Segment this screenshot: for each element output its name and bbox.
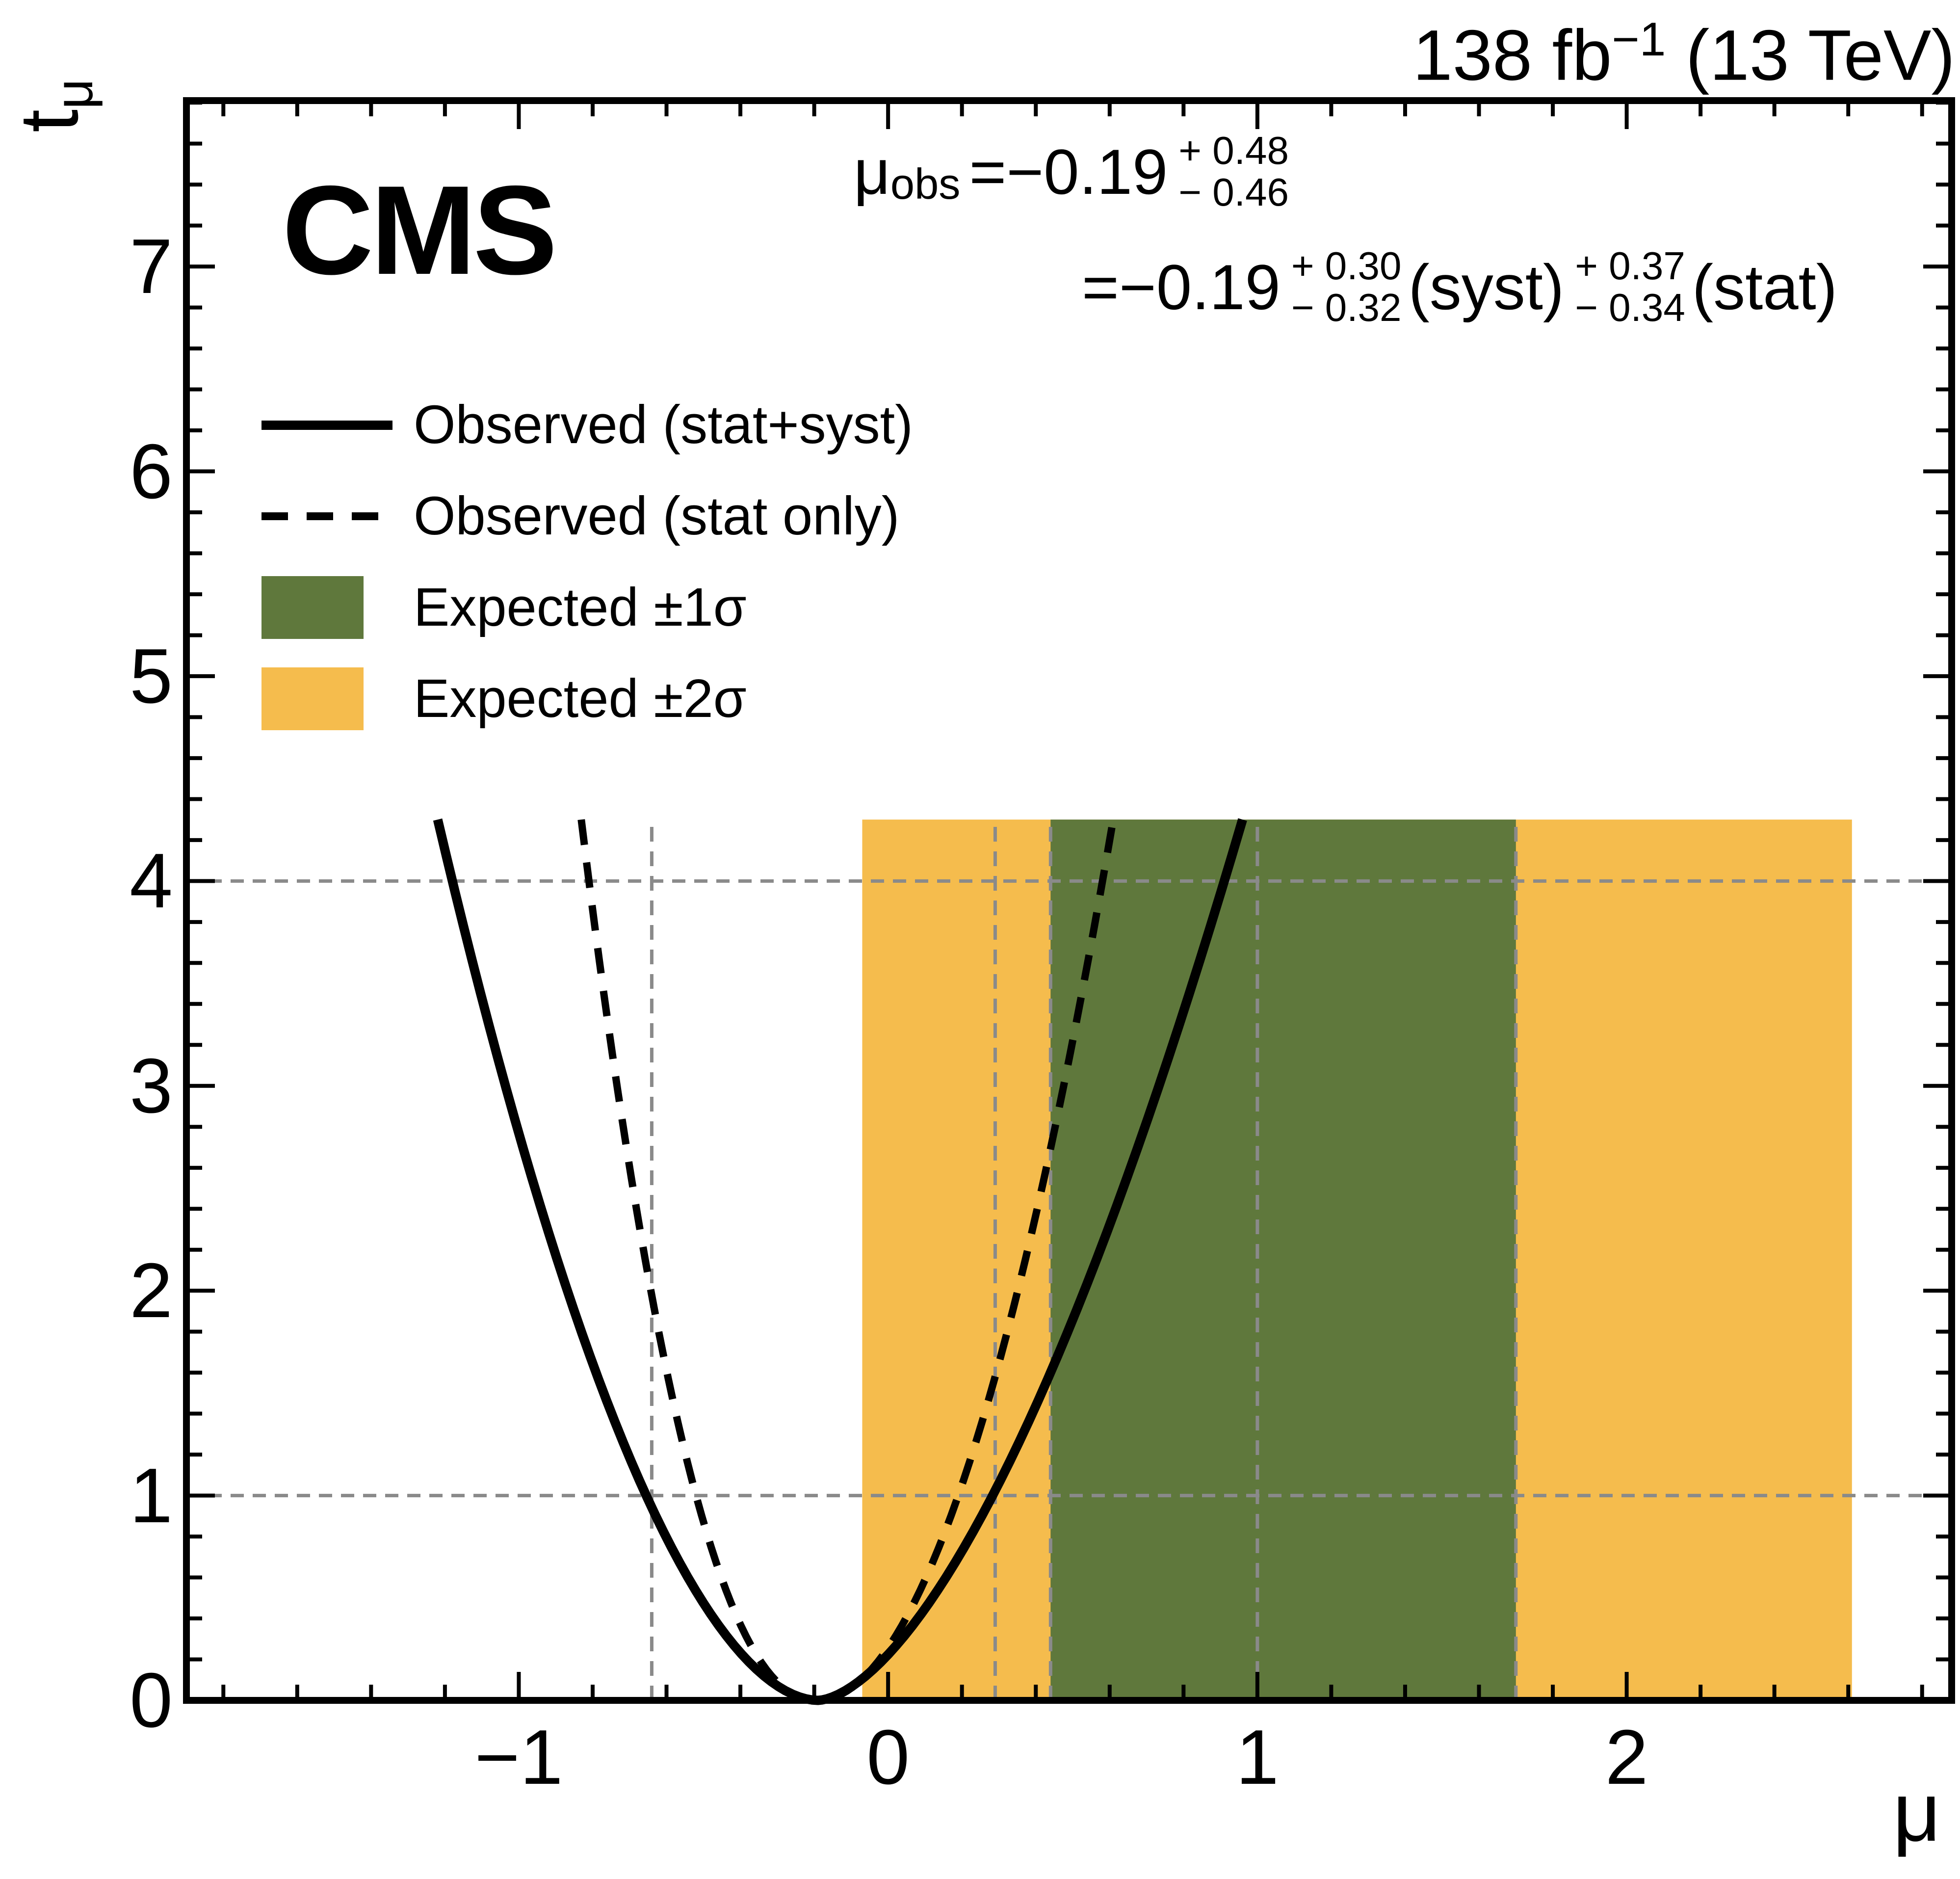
- expected_1sigma-band: [1050, 820, 1516, 1700]
- observed-stat-only-curve: [577, 819, 1117, 1704]
- plot-frame: [183, 97, 1955, 1704]
